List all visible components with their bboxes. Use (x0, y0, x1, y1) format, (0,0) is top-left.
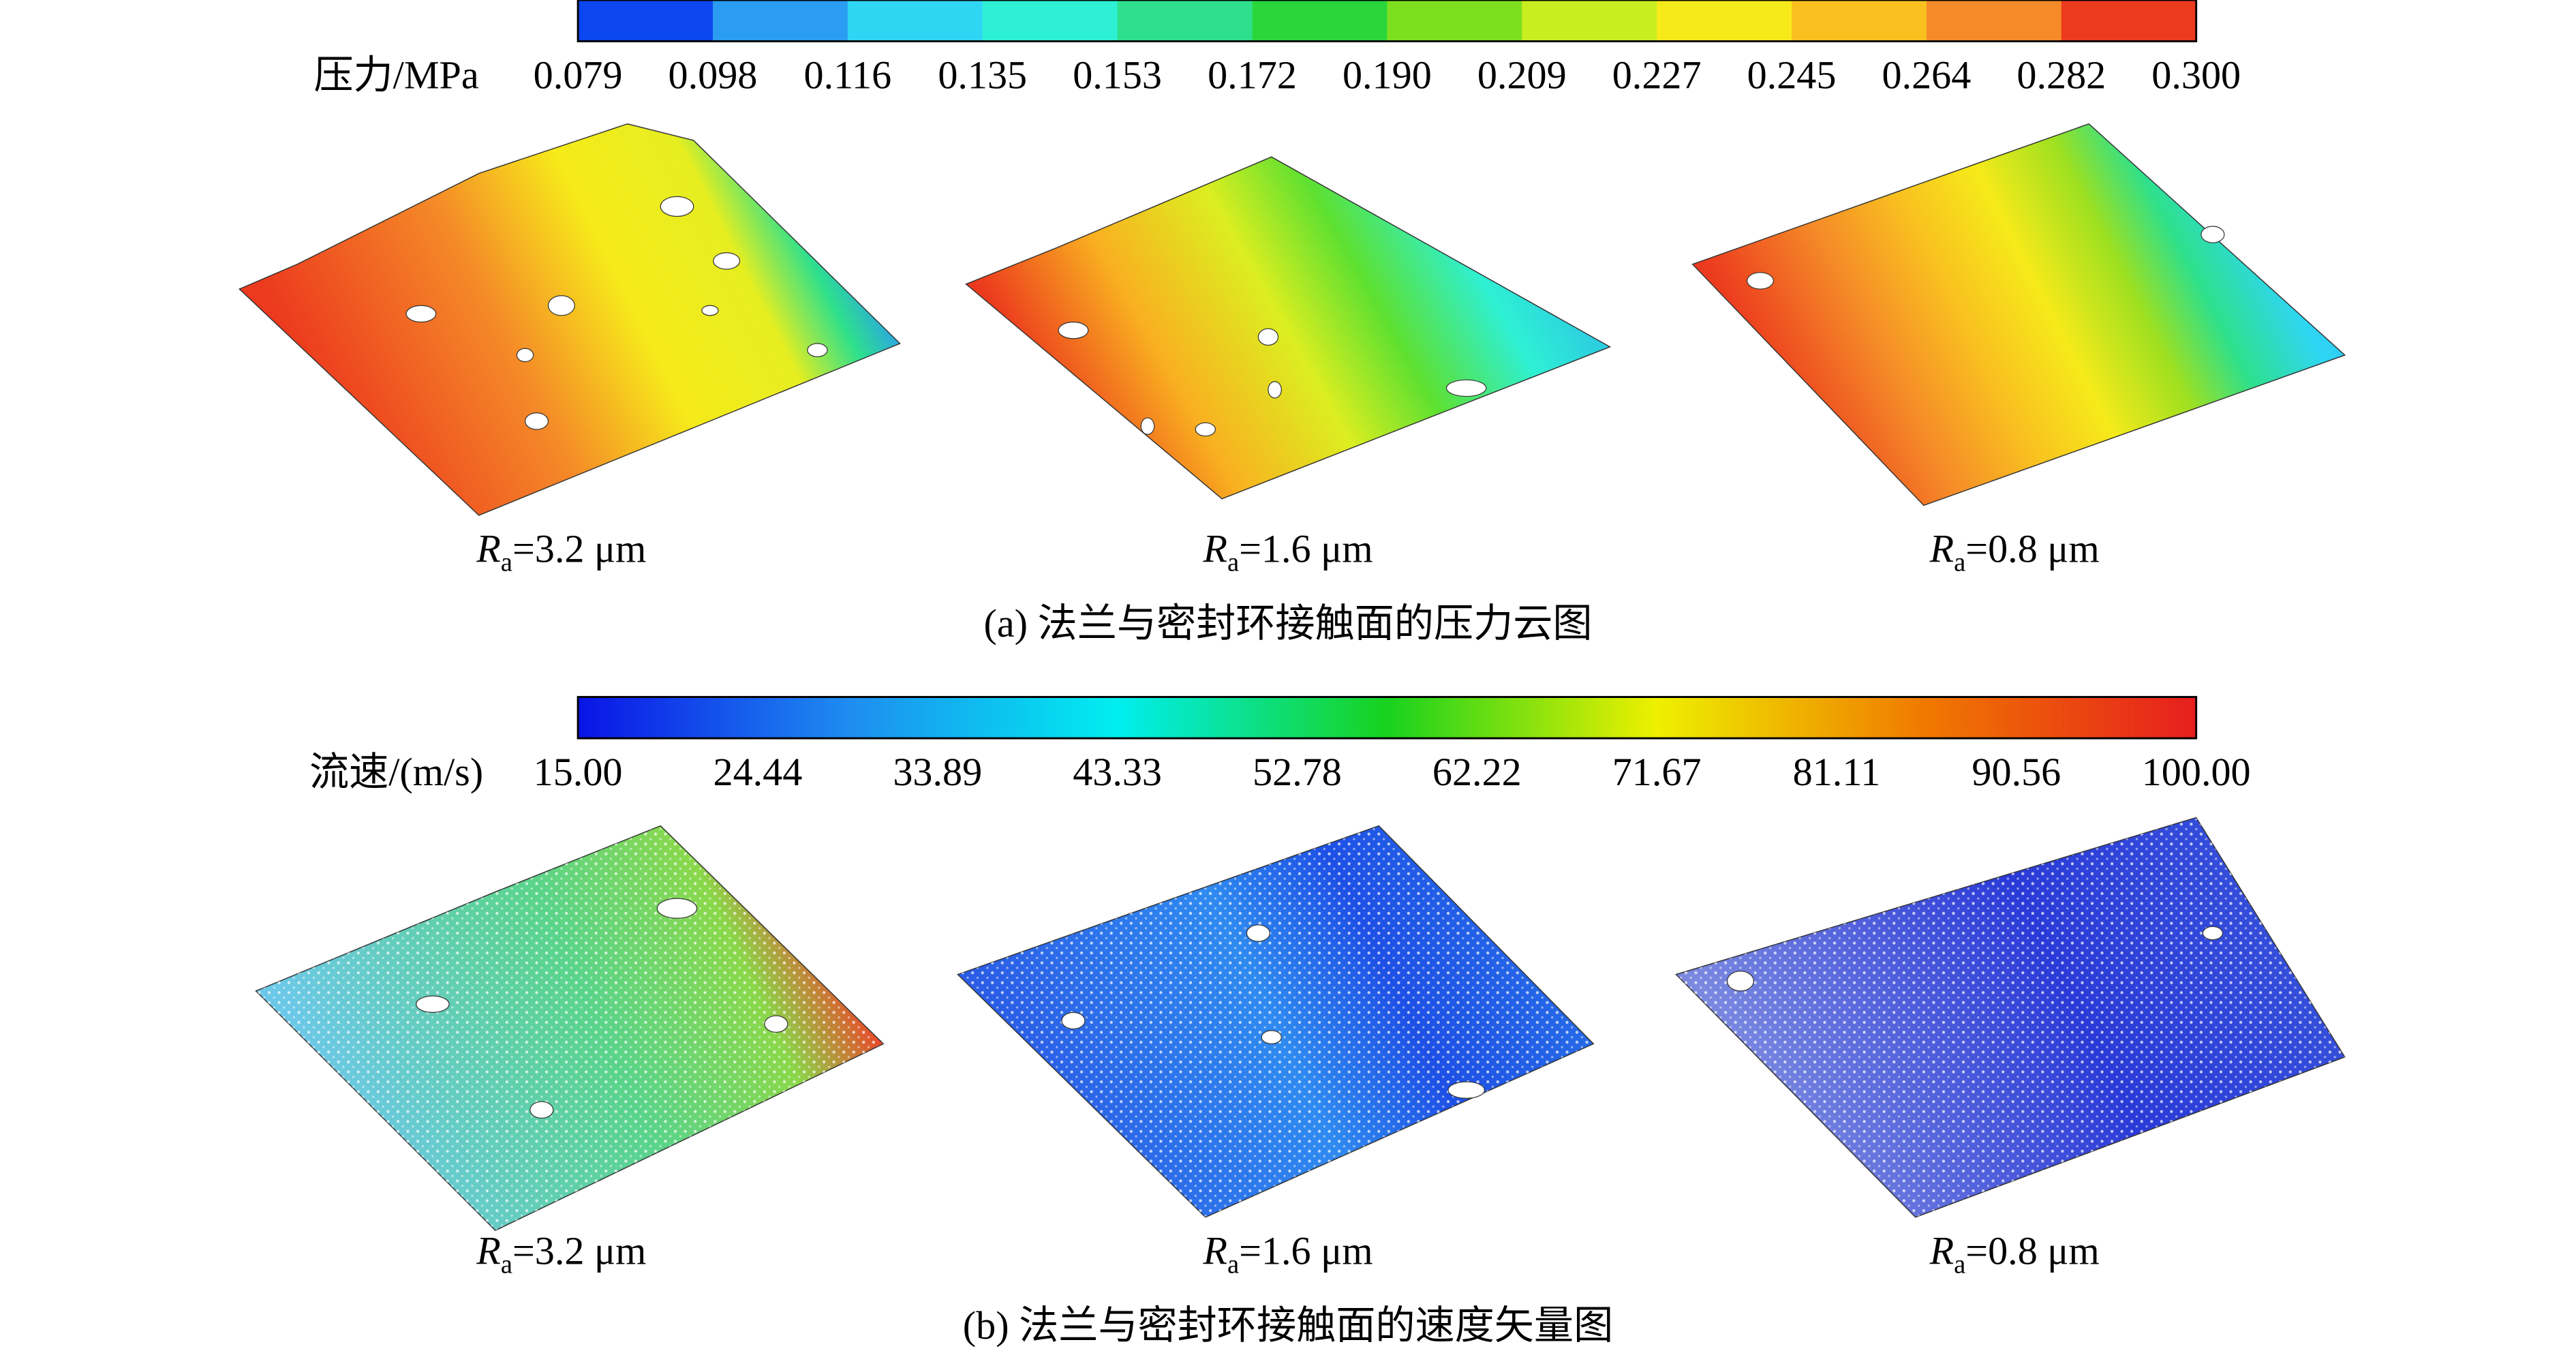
colorbar-band (1387, 0, 1522, 42)
value: =0.8 μm (1965, 1229, 2099, 1273)
colorbar-band (2061, 0, 2197, 42)
colorbar-tick-label: 0.098 (669, 53, 758, 97)
colorbar-band (1926, 0, 2062, 42)
colorbar-label: 压力/MPa (313, 53, 478, 97)
colorbar-tick-label: 0.245 (1747, 53, 1837, 97)
value: =0.8 μm (1965, 527, 2099, 571)
colorbar-tick-label: 0.282 (2017, 53, 2106, 97)
colorbar-band (1117, 0, 1253, 42)
surface-label: Ra=1.6 μm (1202, 527, 1373, 577)
colorbar-tick-label: 0.172 (1208, 53, 1297, 97)
colorbar-fill (578, 697, 2196, 739)
colorbar-tick-label: 81.11 (1793, 750, 1881, 794)
surface-label: Ra=3.2 μm (476, 527, 646, 577)
colorbar-band (1792, 0, 1927, 42)
surface (965, 156, 1612, 500)
colorbar-tick-label: 0.153 (1073, 53, 1162, 97)
colorbar-tick-label: 0.209 (1477, 53, 1567, 97)
colorbar-band (712, 0, 848, 42)
symbol: R (1929, 1229, 1954, 1273)
colorbar-band (578, 0, 714, 42)
colorbar-frame (577, 0, 2198, 43)
colorbar-tick-label: 100.00 (2142, 750, 2251, 794)
colorbar-label: 流速/(m/s) (309, 750, 483, 794)
colorbar-tick-label: 24.44 (714, 750, 803, 794)
speckle (256, 825, 884, 1231)
panel: 流速/(m/s) 15.00 24.44 33.89 43.33 52.78 62.22 71… (309, 696, 2251, 1348)
subscript: a (501, 1249, 512, 1279)
subscript: a (1227, 1249, 1239, 1279)
colorbar-tick-label: 0.300 (2151, 53, 2241, 97)
colorbar-tick-label: 62.22 (1432, 750, 1522, 794)
speckle (957, 825, 1594, 1217)
colorbar-tick-label: 15.00 (534, 750, 623, 794)
pressure-surfaces (239, 123, 2346, 516)
colorbar-tick-label: 0.190 (1343, 53, 1432, 97)
speckle (1676, 817, 2345, 1217)
symbol: R (476, 1229, 501, 1273)
colorbar-tick-label: 33.89 (893, 750, 982, 794)
surface (1691, 123, 2346, 506)
symbol: R (1929, 527, 1954, 571)
colorbar-band (847, 0, 983, 42)
colorbar-band (1657, 0, 1792, 42)
subscript: a (1954, 1249, 1965, 1279)
caption: (a) 法兰与密封环接触面的压力云图 (983, 601, 1592, 645)
surface (239, 123, 901, 516)
caption: (b) 法兰与密封环接触面的速度矢量图 (963, 1303, 1613, 1348)
velocity-surfaces (255, 817, 2346, 1232)
colorbar-tick-label: 71.67 (1612, 750, 1702, 794)
value: =1.6 μm (1239, 527, 1373, 571)
colorbar-tick-label: 0.227 (1612, 53, 1702, 97)
symbol: R (1202, 1229, 1227, 1273)
colorbar-tick-label: 52.78 (1253, 750, 1342, 794)
colorbar-tick-label: 0.264 (1882, 53, 1972, 97)
surface-label: Ra=0.8 μm (1929, 1229, 2100, 1279)
subscript: a (501, 548, 512, 577)
colorbar-band (982, 0, 1118, 42)
value: =3.2 μm (512, 527, 646, 571)
panel: 压力/MPa 0.079 0.098 0.116 0.135 0.153 0.172 0.19… (313, 0, 2241, 645)
surface-label: Ra=1.6 μm (1202, 1229, 1373, 1279)
holes (405, 196, 2225, 437)
symbol: R (1202, 527, 1227, 571)
colorbar-frame (577, 696, 2198, 740)
subscript: a (1954, 548, 1965, 577)
colorbar-tick-label: 0.116 (804, 53, 892, 97)
surface-label: Ra=0.8 μm (1929, 527, 2100, 577)
colorbar-tick-label: 43.33 (1073, 750, 1162, 794)
colorbar-tick-label: 0.135 (938, 53, 1027, 97)
colorbar-tick-label: 0.079 (534, 53, 623, 97)
value: =1.6 μm (1239, 1229, 1373, 1273)
colorbar-band (1252, 0, 1388, 42)
colorbar-tick-label: 90.56 (1972, 750, 2061, 794)
value: =3.2 μm (512, 1229, 646, 1273)
symbol: R (476, 527, 501, 571)
subscript: a (1227, 548, 1239, 577)
holes (416, 898, 2224, 1119)
surface-label: Ra=3.2 μm (476, 1229, 646, 1279)
colorbar-band (1522, 0, 1657, 42)
